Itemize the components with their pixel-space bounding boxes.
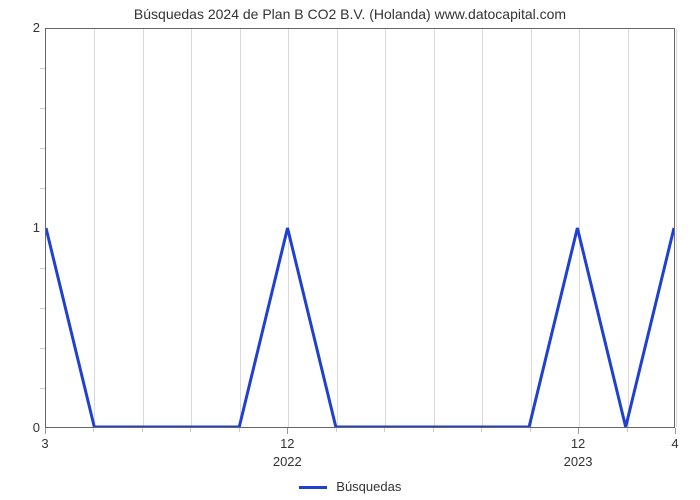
x-tick-label: 12 [280,436,294,451]
x-year-label: 2023 [564,454,593,469]
x-tick-label: 12 [571,436,585,451]
x-minor-tick [481,428,482,432]
x-minor-tick [190,428,191,432]
x-minor-tick [336,428,337,432]
plot-area [45,28,675,428]
legend-label: Búsquedas [336,479,401,494]
y-tick-label: 2 [10,20,40,35]
x-major-tick [675,428,676,434]
x-minor-tick [93,428,94,432]
x-major-tick [287,428,288,434]
x-minor-tick [142,428,143,432]
y-tick-label: 1 [10,220,40,235]
x-tick-label: 3 [41,436,48,451]
x-minor-tick [433,428,434,432]
x-minor-tick [384,428,385,432]
chart-title: Búsquedas 2024 de Plan B CO2 B.V. (Holan… [0,6,700,22]
legend: Búsquedas [0,479,700,494]
x-tick-label: 4 [671,436,678,451]
y-tick-label: 0 [10,420,40,435]
line-series [46,29,674,427]
x-major-tick [578,428,579,434]
gridline [676,29,677,427]
x-major-tick [45,428,46,434]
chart-container: Búsquedas 2024 de Plan B CO2 B.V. (Holan… [0,0,700,500]
x-minor-tick [239,428,240,432]
x-minor-tick [530,428,531,432]
x-minor-tick [627,428,628,432]
x-year-label: 2022 [273,454,302,469]
legend-swatch [299,486,327,489]
